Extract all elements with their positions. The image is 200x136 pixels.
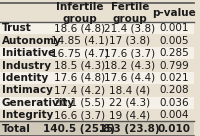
Text: 0.208: 0.208 <box>159 85 189 95</box>
Text: 19 (4.4): 19 (4.4) <box>109 110 150 120</box>
Text: 153 (23.8): 153 (23.8) <box>99 124 160 134</box>
Bar <box>0 97 194 109</box>
Text: Initiative: Initiative <box>2 48 55 58</box>
Text: Integrity: Integrity <box>2 110 53 120</box>
Text: 0.799: 0.799 <box>159 61 189 70</box>
Text: 18.4 (4): 18.4 (4) <box>109 85 150 95</box>
Text: 20.1 (5.5): 20.1 (5.5) <box>54 98 105 108</box>
Text: 0.036: 0.036 <box>159 98 189 108</box>
Text: Industry: Industry <box>2 61 51 70</box>
Text: Infertile
group: Infertile group <box>56 2 103 24</box>
Bar <box>0 22 194 34</box>
Text: 14.85 (4.1): 14.85 (4.1) <box>51 36 108 46</box>
Text: 22 (4.3): 22 (4.3) <box>109 98 150 108</box>
Text: 17 (3.8): 17 (3.8) <box>109 36 150 46</box>
Text: Trust: Trust <box>2 23 32 33</box>
Bar <box>0 121 194 136</box>
Text: 0.001: 0.001 <box>160 23 189 33</box>
Bar <box>0 59 194 72</box>
Text: 21.4 (3.8): 21.4 (3.8) <box>104 23 155 33</box>
Text: 140.5 (25.8): 140.5 (25.8) <box>43 124 115 134</box>
Text: Generativity: Generativity <box>2 98 75 108</box>
Bar <box>0 4 194 22</box>
Text: Intimacy: Intimacy <box>2 85 53 95</box>
Text: Total: Total <box>2 124 31 134</box>
Bar <box>0 72 194 84</box>
Text: 18.2 (4.3): 18.2 (4.3) <box>104 61 155 70</box>
Text: p-value: p-value <box>152 8 196 18</box>
Bar <box>0 84 194 97</box>
Text: 16.75 (4.7): 16.75 (4.7) <box>51 48 108 58</box>
Text: Autonomy: Autonomy <box>2 36 62 46</box>
Text: 17.6 (4.8): 17.6 (4.8) <box>54 73 105 83</box>
Text: 17.6 (3.7): 17.6 (3.7) <box>104 48 155 58</box>
Bar <box>0 109 194 121</box>
Bar <box>0 47 194 59</box>
Text: 0.285: 0.285 <box>159 48 189 58</box>
Text: 17.6 (4.4): 17.6 (4.4) <box>104 73 155 83</box>
Text: 16.6 (3.7): 16.6 (3.7) <box>54 110 105 120</box>
Text: 0.005: 0.005 <box>160 36 189 46</box>
Bar <box>0 34 194 47</box>
Text: 17.4 (4.2): 17.4 (4.2) <box>54 85 105 95</box>
Text: Identity: Identity <box>2 73 48 83</box>
Text: 18.6 (4.8): 18.6 (4.8) <box>54 23 105 33</box>
Text: 0.021: 0.021 <box>159 73 189 83</box>
Text: 18.5 (4.3): 18.5 (4.3) <box>54 61 105 70</box>
Text: 0.004: 0.004 <box>160 110 189 120</box>
Text: Fertile
group: Fertile group <box>111 2 149 24</box>
Text: 0.010: 0.010 <box>158 124 191 134</box>
